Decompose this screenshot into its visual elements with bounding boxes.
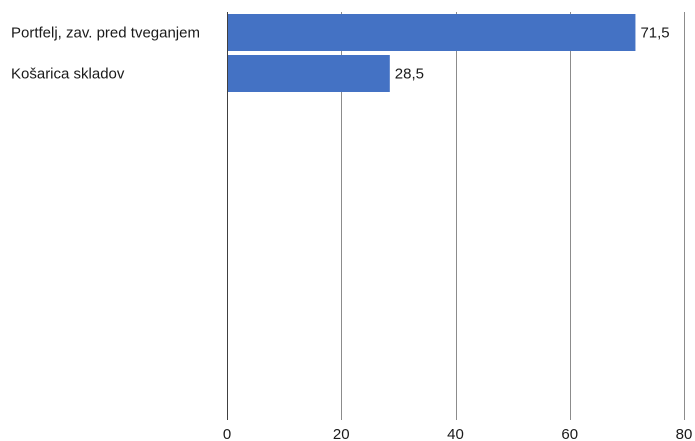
x-tick-label-0: 0 (223, 426, 231, 441)
x-tick-label-40: 40 (447, 426, 464, 441)
bar-1 (227, 14, 636, 51)
category-label-2: Košarica skladov (11, 66, 125, 83)
value-label-2: 28,5 (395, 66, 424, 83)
x-tick-label-80: 80 (676, 426, 693, 441)
value-label-1: 71,5 (640, 25, 669, 42)
value-labels: 71,5 28,5 (395, 25, 670, 83)
x-tick-label-20: 20 (333, 426, 350, 441)
x-tick-labels: 0 20 40 60 80 (223, 426, 693, 441)
category-label-1: Portfelj, zav. pred tveganjem (11, 25, 200, 42)
x-tick-label-60: 60 (561, 426, 578, 441)
bar-2 (227, 55, 390, 92)
bars (227, 14, 636, 92)
category-labels: Portfelj, zav. pred tveganjem Košarica sk… (11, 25, 200, 83)
gridlines (341, 12, 685, 420)
